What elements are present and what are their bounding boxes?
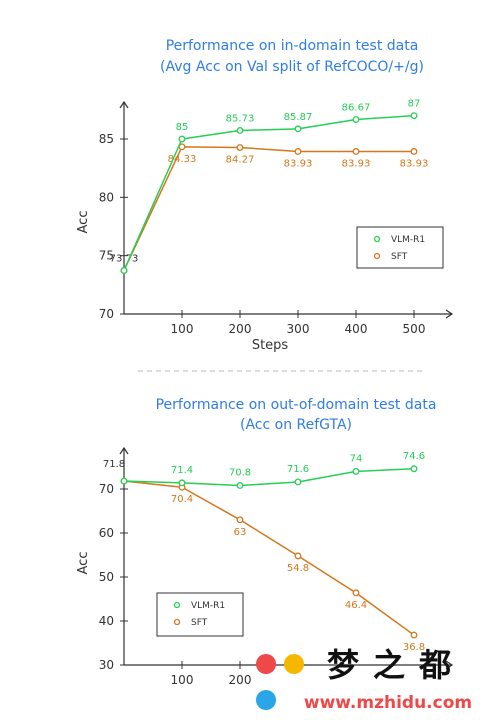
watermark: 梦之都 www.mzhidu.com: [256, 646, 472, 713]
y-axis-label: Acc: [76, 552, 91, 575]
x-axis-arrow: [445, 309, 454, 319]
y-tick-label: 40: [99, 614, 114, 628]
data-point: [352, 148, 360, 155]
in-domain-chart: Performance on in-domain test data (Avg …: [76, 38, 454, 353]
series-line-vlm-r1: [123, 468, 415, 487]
data-label: 74.6: [403, 451, 425, 462]
legend-box: [156, 592, 244, 637]
data-point: [410, 465, 418, 473]
out-of-domain-chart: Performance on out-of-domain test data (…: [76, 397, 454, 687]
data-label: 85.87: [284, 112, 313, 123]
legend-box: [356, 226, 444, 269]
legend-marker-sft: [373, 252, 381, 260]
data-label: 71.6: [287, 464, 309, 475]
data-point: [236, 127, 244, 134]
data-label: 54.8: [287, 563, 309, 574]
data-point: [352, 116, 360, 123]
y-axis-arrow: [119, 100, 129, 109]
data-point: [410, 631, 418, 639]
data-label: 87: [408, 99, 421, 110]
x-tick-label: 200: [229, 322, 252, 336]
data-point: [120, 477, 128, 485]
data-point: [352, 467, 360, 475]
y-axis-label: Acc: [76, 211, 91, 234]
data-label: 73.73: [110, 253, 139, 264]
watermark-logo-blue: [256, 690, 276, 710]
chart-title: Performance on in-domain test data: [166, 38, 419, 54]
data-label: 85: [176, 122, 189, 133]
x-axis-label: Steps: [252, 338, 289, 353]
watermark-brand: 梦之都: [327, 646, 465, 684]
data-point: [294, 125, 302, 133]
data-point: [410, 148, 418, 155]
chart-subtitle: (Avg Acc on Val split of RefCOCO/+/g): [160, 59, 424, 75]
x-tick-label: 300: [287, 322, 310, 336]
legend-marker-vlm: [373, 235, 381, 243]
series-line-vlm-r1: [123, 114, 415, 271]
y-tick-label: 60: [99, 526, 114, 540]
legend-label-sft: SFT: [191, 618, 208, 628]
data-label: 70.4: [171, 494, 193, 505]
legend: VLM-R1 SFT: [356, 226, 444, 269]
data-label: 71.8: [103, 459, 125, 470]
data-label: 86.67: [342, 103, 371, 114]
x-tick-label: 400: [345, 322, 368, 336]
y-tick-label: 75: [99, 249, 114, 263]
data-label: 36.8: [403, 642, 425, 653]
data-label: 84.33: [168, 154, 197, 165]
data-label: 83.93: [284, 158, 313, 169]
y-tick-label: 70: [99, 482, 114, 496]
data-label: 46.4: [345, 600, 367, 611]
data-point: [294, 552, 302, 560]
data-label: 83.93: [342, 158, 371, 169]
data-point: [178, 479, 186, 487]
y-tick-label: 50: [99, 570, 114, 584]
data-label: 74: [350, 453, 363, 464]
data-point: [178, 135, 186, 143]
y-tick-label: 70: [99, 307, 114, 321]
data-point: [120, 267, 128, 274]
legend-label-vlm: VLM-R1: [191, 601, 225, 611]
x-tick-label: 100: [171, 673, 194, 687]
y-tick-label: 85: [99, 132, 114, 146]
legend-label-sft: SFT: [391, 252, 408, 262]
chart-subtitle: (Acc on RefGTA): [240, 417, 352, 433]
data-point: [410, 112, 418, 120]
x-tick-label: 500: [403, 322, 426, 336]
x-tick-label: 200: [229, 673, 252, 687]
data-label: 70.8: [229, 467, 251, 478]
watermark-logo-yellow: [284, 654, 304, 674]
data-point: [236, 516, 244, 524]
y-axis-arrow: [119, 446, 129, 455]
legend-marker-sft: [173, 618, 181, 626]
data-point: [294, 148, 302, 155]
data-point: [236, 482, 244, 489]
y-tick-label: 30: [99, 658, 114, 672]
series-line-sft: [123, 146, 414, 271]
y-tick-label: 80: [99, 190, 114, 204]
data-label: 71.4: [171, 465, 193, 476]
series-line-sft: [123, 480, 415, 636]
legend-marker-vlm: [173, 601, 181, 609]
data-point: [236, 144, 244, 151]
watermark-logo-red: [256, 654, 276, 674]
data-point: [352, 589, 360, 597]
data-label: 83.93: [400, 158, 429, 169]
x-tick-label: 100: [171, 322, 194, 336]
data-point: [294, 478, 302, 486]
data-label: 84.27: [226, 155, 255, 166]
data-label: 63: [234, 527, 247, 538]
watermark-url: www.mzhidu.com: [304, 693, 472, 713]
data-label: 85.73: [226, 113, 255, 124]
legend: VLM-R1 SFT: [156, 592, 244, 637]
x-axis-arrow: [445, 660, 454, 670]
legend-label-vlm: VLM-R1: [391, 235, 425, 245]
chart-title: Performance on out-of-domain test data: [156, 397, 437, 413]
